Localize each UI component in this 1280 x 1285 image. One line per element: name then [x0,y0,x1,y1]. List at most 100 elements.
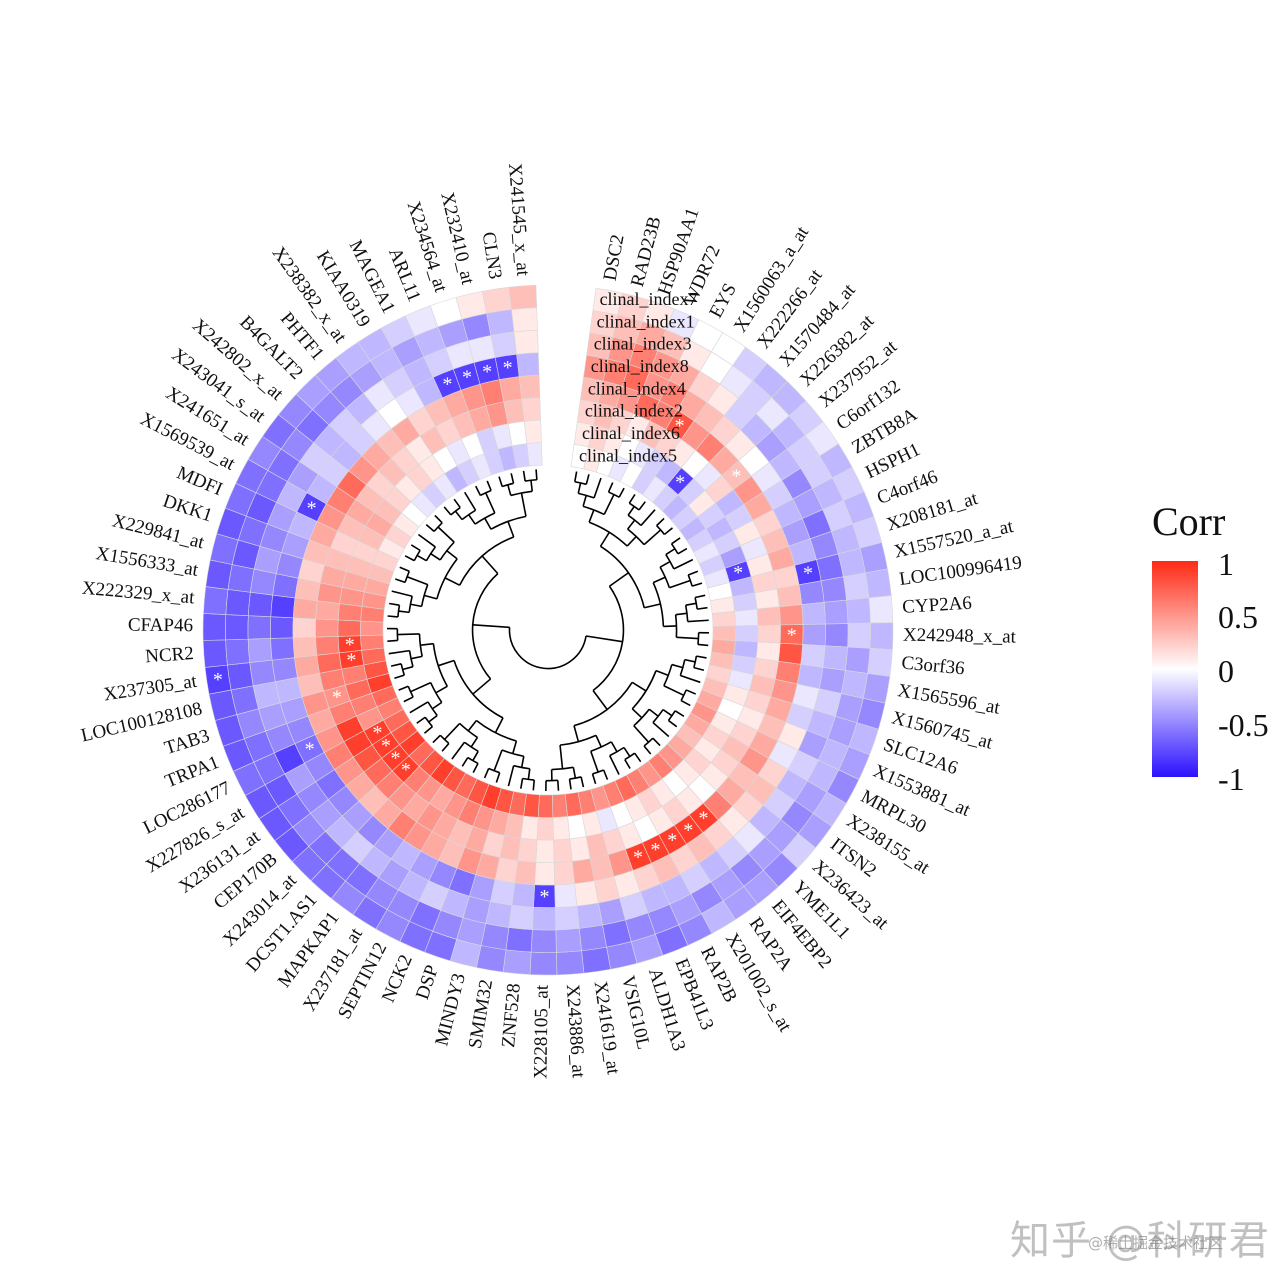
heatmap-cell [821,577,846,603]
dendrogram-branch [594,478,601,498]
heatmap-cell [295,655,320,677]
dendrogram-branch [462,758,468,767]
heatmap-cell [553,816,570,839]
dendrogram-branch [511,473,513,483]
gene-label: X222329_x_at [81,578,196,609]
row-label: clinal_index5 [579,445,677,465]
dendrogram-branch [649,709,658,716]
heatmap-cell [361,635,384,650]
gene-label: ZNF528 [498,982,525,1048]
heatmap-cell [868,648,893,676]
heatmap-cell [869,596,893,623]
heatmap-cell [712,611,735,626]
heatmap-cell [825,624,848,647]
dendrogram-branch [629,494,635,503]
dendrogram-branch [686,690,695,694]
dendrogram-branch [641,510,655,526]
dendrogram-branch [656,671,668,676]
heatmap-cell [228,565,254,593]
dendrogram-branch [444,507,451,515]
dendrogram-branch [438,661,454,666]
dendrogram-branch [678,549,687,554]
dendrogram-branch [447,551,457,559]
dendrogram-branch [591,751,598,772]
legend-tick: 0.5 [1218,599,1258,635]
heatmap-cell [556,928,582,952]
dendrogram-branch [531,480,532,491]
heatmap-cell [518,838,537,862]
dendrogram-branch [485,518,491,529]
dendrogram-branch [653,723,669,737]
dendrogram-branch [696,656,706,658]
dendrogram-branch [632,709,642,718]
dendrogram-branch [653,577,665,582]
dendrogram-branch [442,743,449,751]
heatmap-cell [226,589,251,615]
significance-marker: * [332,686,342,708]
heatmap-cell [517,353,539,377]
significance-marker: * [482,361,492,383]
dendrogram-branch [688,571,698,575]
heatmap-cell [491,332,517,358]
dendrogram-branch [454,499,460,507]
row-label: clinal_index2 [585,401,683,421]
heatmap-cell [316,619,339,637]
heatmap-cell [481,923,509,949]
dendrogram-branch [495,718,503,733]
dendrogram-branch [685,660,695,662]
heatmap-cell [779,605,803,625]
row-label: clinal_index3 [594,334,692,354]
gene-label: C3orf36 [900,652,965,679]
dendrogram-branch [411,683,431,692]
legend-tick: -0.5 [1218,707,1269,743]
heatmap-cell [824,600,848,624]
dendrogram-branch [487,481,491,491]
dendrogram-branch [634,726,649,742]
gene-label: SMIM32 [465,978,497,1050]
dendrogram-branch [688,620,709,621]
dendrogram-branch [469,515,475,524]
heatmap-cell [509,905,534,929]
gene-label: CFAP46 [128,615,193,637]
dendrogram-branch [486,493,495,513]
dendrogram-branch [513,741,517,754]
significance-marker: * [442,373,452,395]
heatmap-cell [536,840,554,863]
significance-marker: * [539,886,549,908]
gene-label: DKK1 [160,491,215,527]
heatmap-cell [823,646,848,671]
dendrogram-branch [528,769,529,780]
dendrogram-branch [473,679,491,694]
significance-marker: * [731,465,741,487]
dendrogram-branch [485,768,489,778]
dendrogram-branch [521,493,526,516]
heatmap-cell [847,598,871,624]
dendrogram-branch [399,611,410,612]
dendrogram-branch [411,656,422,658]
significance-marker: * [345,634,355,656]
heatmap-cell [803,624,826,646]
heatmap-cell [361,621,384,636]
dendrogram-branch [609,483,613,492]
dendrogram-branch [465,492,476,510]
legend-colorbar [1152,561,1198,777]
heatmap-cell [487,310,514,336]
heatmap-cell [758,625,781,643]
significance-marker: * [683,819,693,841]
gene-label: TAB3 [162,725,212,759]
dendrogram-branch [666,549,675,555]
dendrogram-branch [521,778,523,788]
heatmap-cell [227,663,253,690]
dendrogram-branch [644,746,651,754]
heatmap-cell [554,861,575,885]
significance-marker: * [381,735,391,757]
dendrogram-branch [410,702,428,713]
dendrogram-branch [431,554,441,560]
heatmap-cell [530,952,557,975]
dendrogram-branch [452,742,465,759]
heatmap-cell [293,618,316,638]
dendrogram-branch [455,511,462,519]
dendrogram-branch [672,665,683,668]
dendrogram-branch [692,583,702,586]
heatmap-cell [713,626,736,641]
